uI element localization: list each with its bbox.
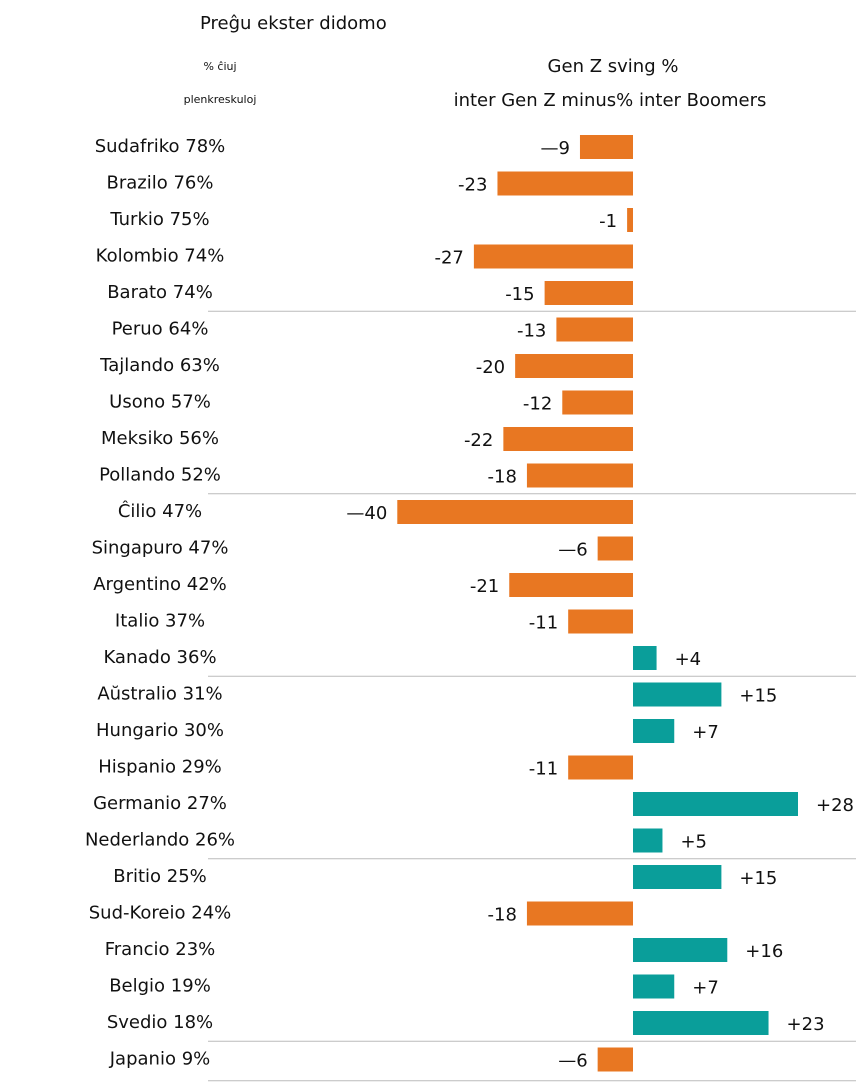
category-label: Tajlando 63% xyxy=(99,355,220,376)
bar xyxy=(568,755,633,780)
value-label: -15 xyxy=(505,284,534,305)
value-label: —6 xyxy=(558,540,587,561)
category-label: Aŭstralio 31% xyxy=(97,684,222,705)
bar xyxy=(503,427,633,451)
bar xyxy=(562,390,633,415)
bar xyxy=(633,682,722,707)
category-label: Brazilo 76% xyxy=(107,173,214,194)
category-label: Argentino 42% xyxy=(93,574,227,595)
category-label: Britio 25% xyxy=(113,866,207,887)
value-label: —40 xyxy=(346,503,387,524)
bar xyxy=(473,244,633,269)
bar xyxy=(515,354,633,378)
category-label: Barato 74% xyxy=(107,282,213,303)
category-label: Francio 23% xyxy=(105,939,216,960)
right-header: inter Gen Z minus% inter Boomers xyxy=(454,90,767,111)
category-label: Usono 57% xyxy=(109,392,211,413)
value-label: -18 xyxy=(488,467,517,488)
bar xyxy=(556,317,633,342)
category-label: Sud-Koreio 24% xyxy=(89,903,232,924)
category-label: Turkio 75% xyxy=(109,209,209,230)
chart-title: Preĝu ekster didomo xyxy=(200,13,387,34)
bar xyxy=(544,281,633,305)
bar xyxy=(633,792,798,816)
category-label: Sudafriko 78% xyxy=(95,136,226,157)
category-label: Germanio 27% xyxy=(93,793,227,814)
value-label: -23 xyxy=(458,175,487,196)
left-header: % ĉiuj xyxy=(203,60,236,73)
value-label: +7 xyxy=(692,978,719,999)
category-label: Svedio 18% xyxy=(107,1012,213,1033)
value-label: -1 xyxy=(599,211,617,232)
value-label: -18 xyxy=(488,905,517,926)
value-label: +15 xyxy=(739,868,777,889)
value-label: +23 xyxy=(787,1014,825,1035)
bar xyxy=(568,609,633,634)
category-label: Hungario 30% xyxy=(96,720,224,741)
category-label: Meksiko 56% xyxy=(101,428,219,449)
bar xyxy=(526,463,633,488)
category-label: Italio 37% xyxy=(115,611,205,632)
bar xyxy=(497,171,633,196)
bar xyxy=(509,573,633,597)
bar xyxy=(633,828,663,853)
value-label: -21 xyxy=(470,576,499,597)
bar xyxy=(633,974,675,999)
bar xyxy=(633,646,657,670)
category-label: Peruo 64% xyxy=(112,319,209,340)
bar xyxy=(627,208,633,232)
left-header: plenkreskuloj xyxy=(184,93,257,106)
bar xyxy=(633,938,728,962)
value-label: +15 xyxy=(739,686,777,707)
bar xyxy=(526,901,633,926)
category-label: Pollando 52% xyxy=(99,465,221,486)
value-label: +5 xyxy=(680,832,707,853)
category-label: Kolombio 74% xyxy=(96,246,225,267)
value-label: +28 xyxy=(816,795,854,816)
right-header: Gen Z sving % xyxy=(548,56,679,77)
bar xyxy=(597,1047,633,1072)
category-label: Singapuro 47% xyxy=(92,538,229,559)
bar xyxy=(579,135,633,159)
category-label: Hispanio 29% xyxy=(98,757,222,778)
bar xyxy=(633,865,722,889)
value-label: -12 xyxy=(523,394,552,415)
category-label: Kanado 36% xyxy=(103,647,216,668)
value-label: -22 xyxy=(464,430,493,451)
value-label: —6 xyxy=(558,1051,587,1072)
value-label: -20 xyxy=(476,357,505,378)
value-label: -13 xyxy=(517,321,546,342)
value-label: +7 xyxy=(692,722,719,743)
bar xyxy=(597,536,633,561)
value-label: +16 xyxy=(745,941,783,962)
category-label: Japanio 9% xyxy=(109,1049,211,1070)
bar xyxy=(633,719,675,743)
category-label: Nederlando 26% xyxy=(85,830,235,851)
bar xyxy=(633,1011,769,1035)
value-label: —9 xyxy=(541,138,570,159)
value-label: -11 xyxy=(529,759,558,780)
value-label: -27 xyxy=(434,248,463,269)
value-label: +4 xyxy=(675,649,702,670)
value-label: -11 xyxy=(529,613,558,634)
category-label: Ĉilio 47% xyxy=(118,500,202,522)
category-label: Belgio 19% xyxy=(109,976,211,997)
bar xyxy=(397,500,633,524)
